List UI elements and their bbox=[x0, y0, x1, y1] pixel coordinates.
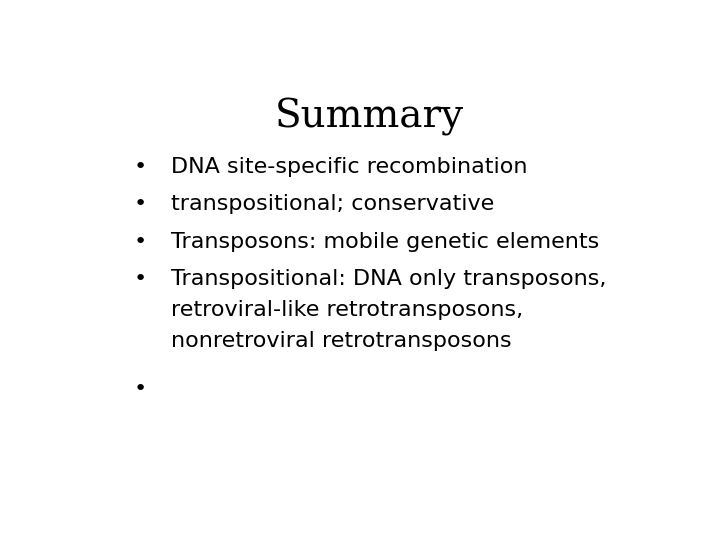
Text: Transpositional: DNA only transposons,: Transpositional: DNA only transposons, bbox=[171, 269, 606, 289]
Text: transpositional; conservative: transpositional; conservative bbox=[171, 194, 494, 214]
Text: DNA site-specific recombination: DNA site-specific recombination bbox=[171, 157, 528, 177]
Text: •: • bbox=[134, 232, 147, 252]
Text: Transposons: mobile genetic elements: Transposons: mobile genetic elements bbox=[171, 232, 599, 252]
Text: •: • bbox=[134, 269, 147, 289]
Text: nonretroviral retrotransposons: nonretroviral retrotransposons bbox=[171, 332, 511, 352]
Text: •: • bbox=[134, 379, 147, 399]
Text: •: • bbox=[134, 157, 147, 177]
Text: Summary: Summary bbox=[274, 98, 464, 136]
Text: •: • bbox=[134, 194, 147, 214]
Text: retroviral-like retrotransposons,: retroviral-like retrotransposons, bbox=[171, 300, 523, 320]
